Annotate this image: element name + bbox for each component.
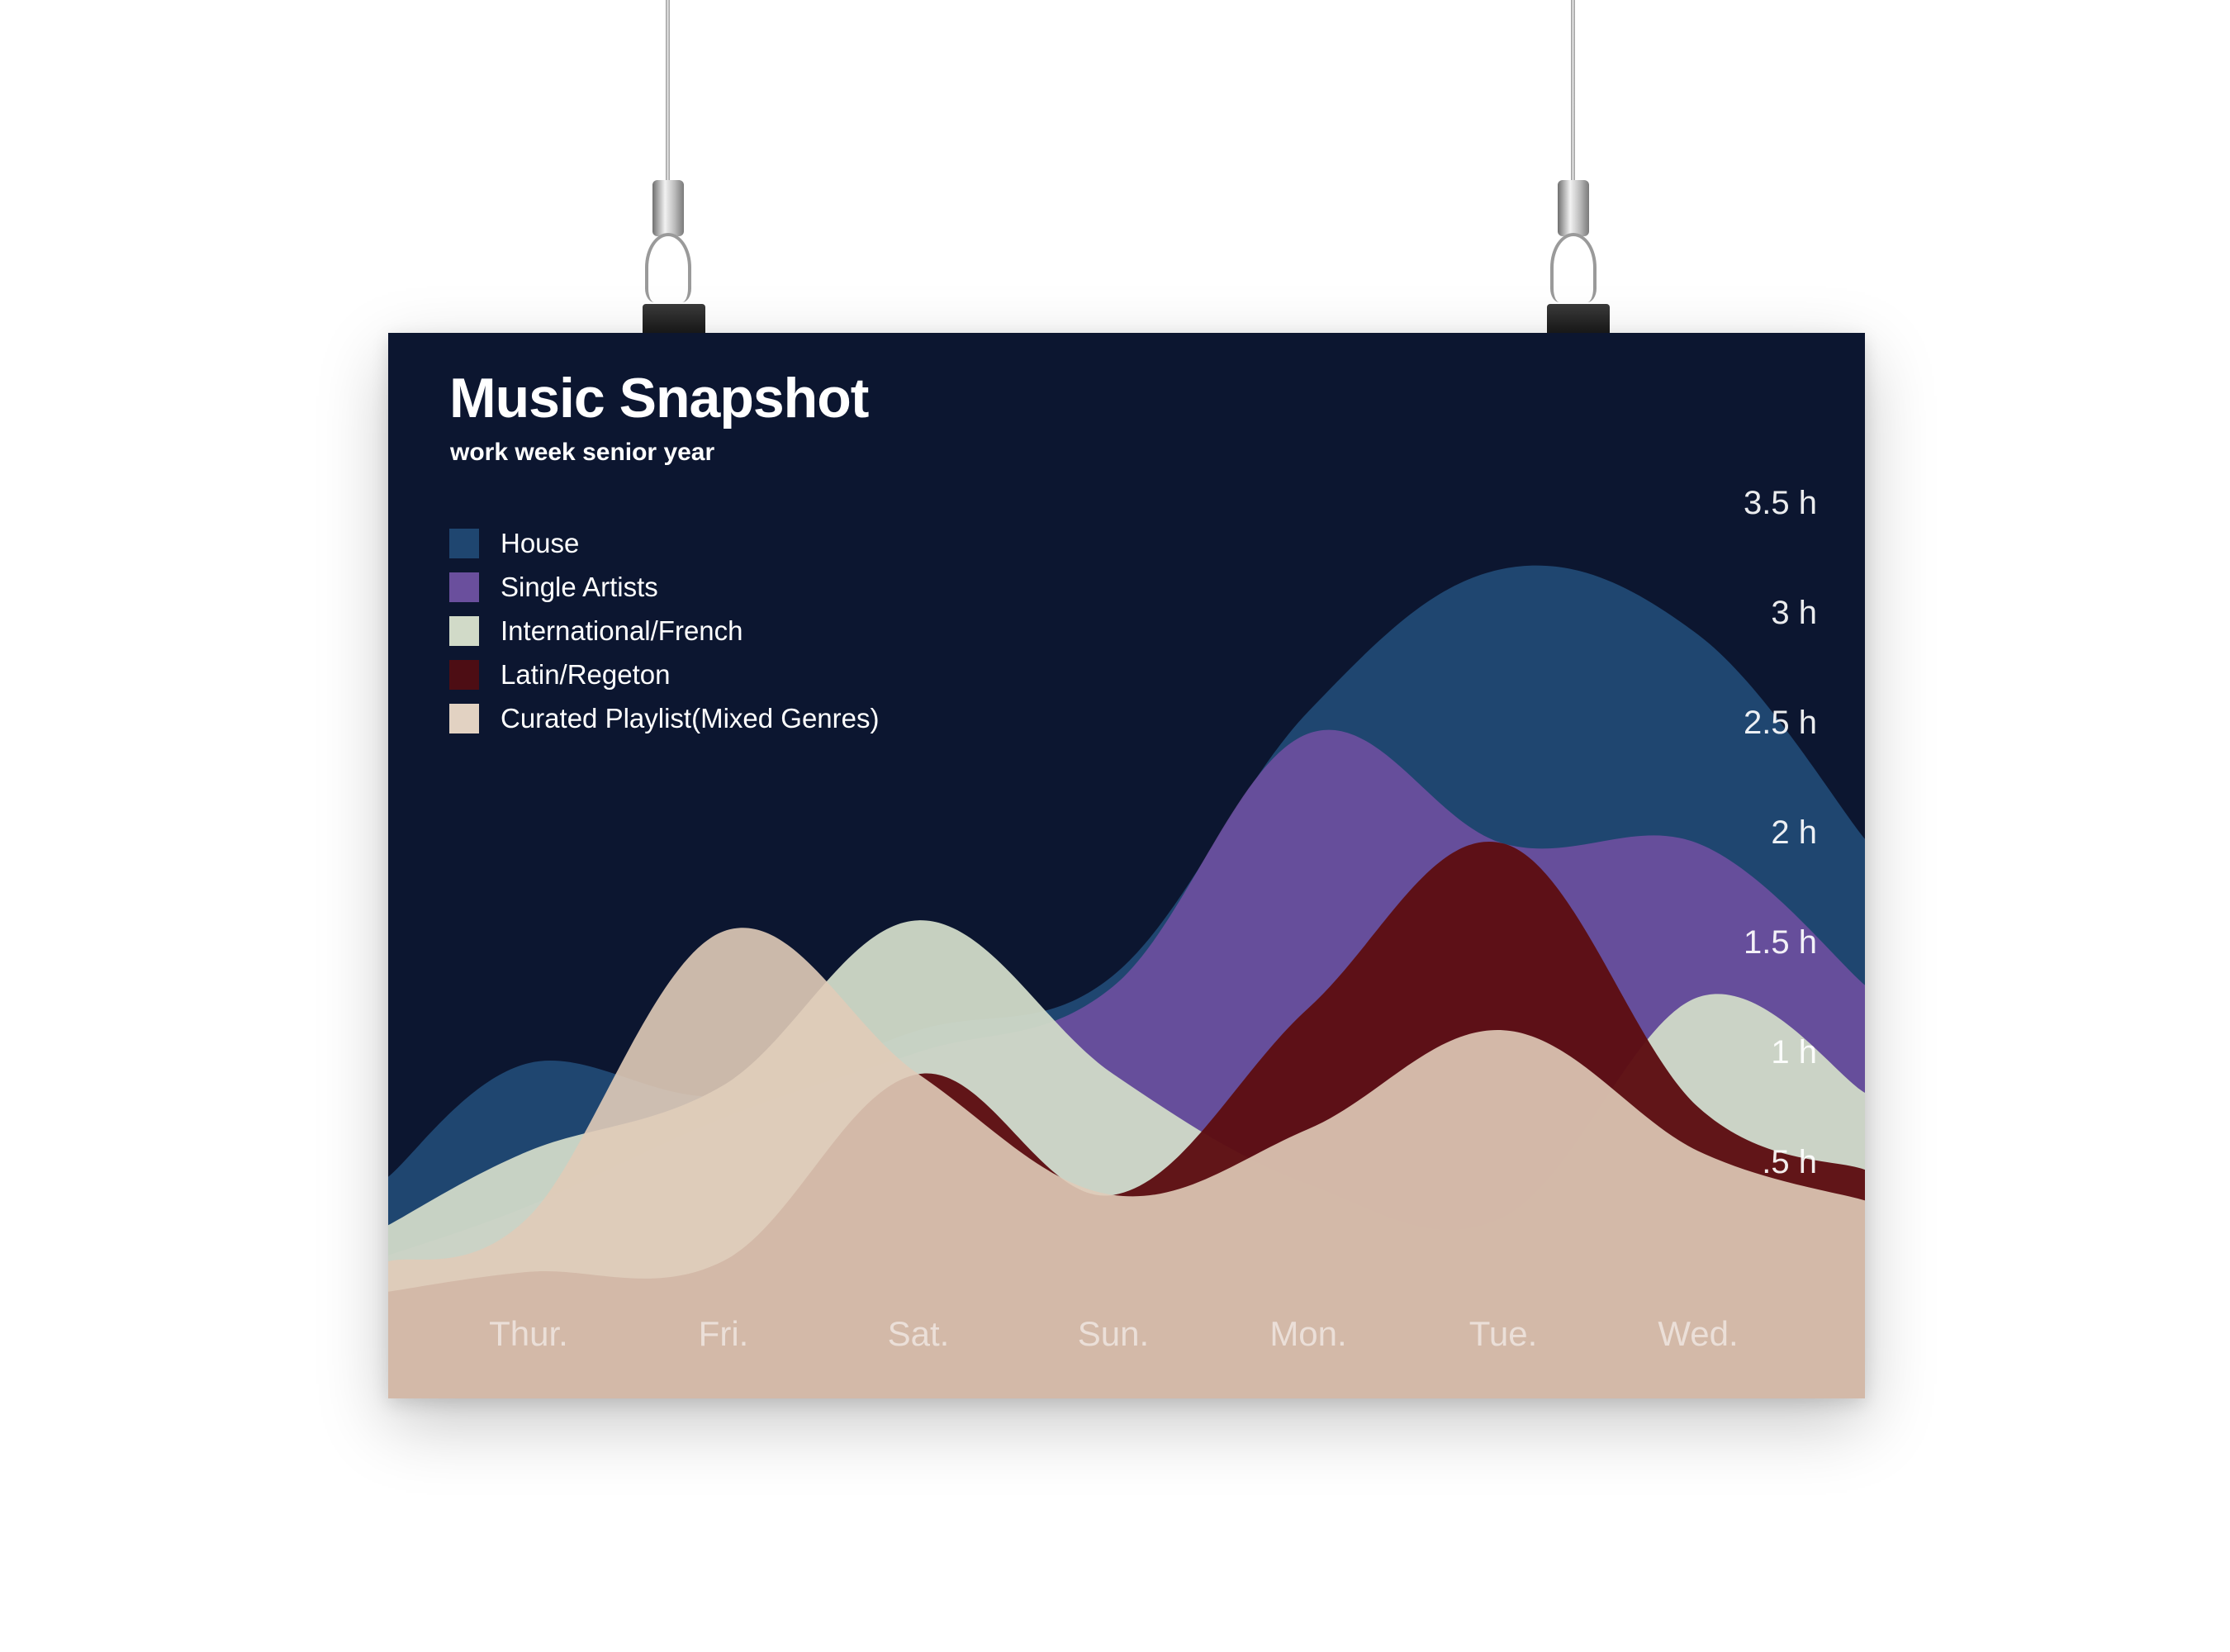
legend-label: Curated Playlist(Mixed Genres): [501, 702, 880, 733]
area-series-curated-playlist-mixed-genres: [388, 928, 1865, 1398]
legend-item-latin-regeton: Latin/Regeton: [449, 653, 880, 696]
legend: House Single Artists International/Frenc…: [449, 521, 880, 740]
x-axis-ticks: Thur. Fri. Sat. Sun. Mon. Tue. Wed.: [489, 1314, 1739, 1353]
legend-swatch: [449, 659, 479, 690]
y-axis-ticks: .5 h 1 h 1.5 h 2 h 2.5 h 3 h 3.5 h: [1744, 485, 1817, 1180]
y-tick-label: 2 h: [1771, 814, 1817, 851]
chart-areas: [388, 565, 1865, 1398]
y-tick-label: 1.5 h: [1744, 924, 1817, 961]
area-chart: .5 h 1 h 1.5 h 2 h 2.5 h 3 h 3.5 h Thur. Fri. Sa…: [388, 333, 1865, 1398]
y-tick-label: .5 h: [1762, 1144, 1817, 1180]
x-tick-label: Sun.: [1078, 1314, 1149, 1353]
wire-clamp-left: [652, 180, 684, 236]
x-tick-label: Tue.: [1469, 1314, 1537, 1353]
legend-label: Single Artists: [501, 571, 658, 602]
legend-swatch: [449, 572, 479, 602]
chart-subtitle: work week senior year: [450, 439, 715, 466]
y-tick-label: 1 h: [1771, 1034, 1817, 1070]
legend-label: House: [501, 527, 580, 558]
y-tick-label: 3.5 h: [1744, 485, 1817, 521]
x-tick-label: Sat.: [888, 1314, 950, 1353]
hanging-wire-left: [666, 0, 670, 183]
legend-swatch: [449, 528, 479, 558]
wire-clamp-right: [1558, 180, 1589, 236]
legend-label: International/French: [501, 615, 743, 646]
legend-item-international-french: International/French: [449, 609, 880, 653]
x-tick-label: Thur.: [489, 1314, 568, 1353]
legend-label: Latin/Regeton: [501, 658, 671, 690]
chart-title: Music Snapshot: [449, 367, 869, 430]
legend-item-house: House: [449, 521, 880, 565]
y-tick-label: 3 h: [1771, 595, 1817, 631]
legend-swatch: [449, 703, 479, 733]
wire-hook-left: [645, 233, 691, 302]
wire-hook-right: [1550, 233, 1597, 302]
x-tick-label: Wed.: [1658, 1314, 1738, 1353]
y-tick-label: 2.5 h: [1744, 705, 1817, 741]
x-tick-label: Fri.: [699, 1314, 749, 1353]
legend-item-curated-playlist: Curated Playlist(Mixed Genres): [449, 696, 880, 740]
legend-item-single-artists: Single Artists: [449, 565, 880, 609]
legend-swatch: [449, 615, 479, 646]
hanging-wire-right: [1571, 0, 1575, 183]
x-tick-label: Mon.: [1269, 1314, 1346, 1353]
poster: .5 h 1 h 1.5 h 2 h 2.5 h 3 h 3.5 h Thur. Fri. Sa…: [388, 333, 1865, 1398]
